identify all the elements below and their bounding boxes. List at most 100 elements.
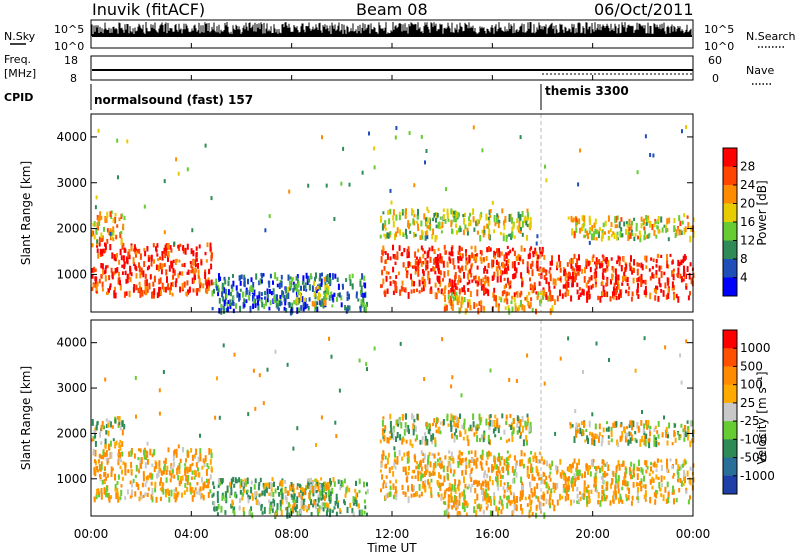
scatter-cell [578, 499, 581, 504]
scatter-cell [351, 507, 354, 514]
scatter-cell [484, 265, 487, 271]
scatter-cell [415, 256, 418, 260]
scatter-cell [556, 295, 559, 302]
scatter-cell [215, 283, 218, 289]
scatter-cell [383, 435, 386, 441]
scatter-cell [419, 459, 422, 466]
scatter-cell [589, 471, 592, 477]
scatter-cell [401, 456, 404, 461]
scatter-cell [101, 263, 104, 270]
scatter-cell [270, 482, 272, 489]
scatter-cell [677, 274, 679, 278]
scatter-cell [324, 297, 327, 301]
scatter-cell [609, 500, 612, 506]
scatter-cell [454, 504, 457, 508]
scatter-cell [548, 499, 551, 506]
scatter-cell [355, 294, 358, 299]
scatter-cell [620, 436, 623, 441]
scatter-cell [134, 491, 137, 497]
scatter-cell [606, 291, 609, 298]
scatter-cell [424, 160, 426, 165]
scatter-cell [173, 488, 176, 493]
scatter-cell [92, 283, 95, 288]
scatter-cell [594, 485, 597, 492]
scatter-cell [527, 269, 530, 275]
scatter-cell [226, 302, 229, 307]
scatter-cell [244, 478, 247, 484]
scatter-cell [487, 496, 490, 503]
scatter-cell [277, 307, 280, 311]
scatter-cell [394, 466, 397, 470]
scatter-cell [601, 490, 604, 495]
scatter-cell [548, 474, 551, 479]
scatter-cell [576, 470, 579, 477]
scatter-cell [497, 252, 500, 258]
scatter-cell [602, 285, 605, 292]
scatter-cell [199, 448, 202, 453]
scatter-cell [625, 483, 628, 487]
scatter-cell [495, 464, 498, 470]
scatter-cell [615, 215, 618, 223]
scatter-cell [268, 281, 271, 288]
scatter-cell [363, 499, 366, 504]
scatter-cell [610, 222, 613, 228]
scatter-cell [105, 492, 108, 498]
scatter-cell [389, 491, 392, 497]
scatter-cell [456, 423, 459, 429]
scatter-cell [106, 264, 109, 269]
scatter-cell [298, 492, 301, 498]
scatter-cell [534, 247, 537, 255]
scatter-cell [681, 129, 683, 134]
scatter-cell [515, 267, 518, 274]
scatter-cell [447, 294, 450, 300]
scatter-cell [595, 466, 598, 471]
scatter-cell [343, 499, 346, 504]
scatter-cell [576, 493, 579, 499]
scatter-cell [495, 476, 497, 482]
scatter-cell [556, 482, 559, 489]
scatter-cell [99, 475, 102, 480]
scatter-cell [213, 288, 215, 294]
scatter-cell [135, 266, 138, 272]
scatter-cell [491, 464, 494, 472]
scatter-cell [654, 218, 657, 223]
scatter-cell [437, 247, 440, 252]
scatter-cell [254, 298, 256, 304]
scatter-cell [542, 502, 545, 507]
colorbar-tick-label: 28 [740, 160, 755, 174]
scatter-cell [278, 492, 281, 497]
scatter-cell [513, 292, 516, 298]
scatter-cell [302, 302, 305, 308]
scatter-cell [152, 281, 155, 287]
scatter-cell [616, 231, 619, 237]
scatter-cell [426, 229, 429, 236]
scatter-cell [450, 220, 453, 228]
scatter-cell [586, 291, 588, 295]
scatter-cell [516, 225, 519, 231]
scatter-cell [674, 232, 677, 239]
scatter-cell [321, 502, 324, 509]
scatter-cell [428, 277, 431, 285]
scatter-cell [476, 218, 479, 225]
scatter-cell [520, 227, 522, 232]
scatter-cell [484, 275, 487, 279]
scatter-cell [290, 482, 293, 488]
scatter-cell [660, 271, 663, 278]
scatter-cell [513, 261, 516, 268]
scatter-cell [549, 261, 552, 266]
scatter-cell [572, 479, 574, 485]
scatter-cell [321, 272, 323, 277]
scatter-cell [634, 431, 637, 435]
scatter-cell [498, 500, 501, 505]
scatter-cell [570, 215, 573, 222]
scatter-cell [186, 292, 189, 297]
scatter-cell [498, 452, 500, 458]
scatter-cell [495, 301, 498, 308]
scatter-cell [385, 270, 388, 275]
scatter-cell [601, 435, 604, 440]
scatter-cell [301, 296, 304, 303]
scatter-cell [517, 261, 520, 266]
scatter-cell [408, 131, 411, 135]
scatter-cell [480, 462, 483, 469]
scatter-cell [199, 456, 202, 462]
